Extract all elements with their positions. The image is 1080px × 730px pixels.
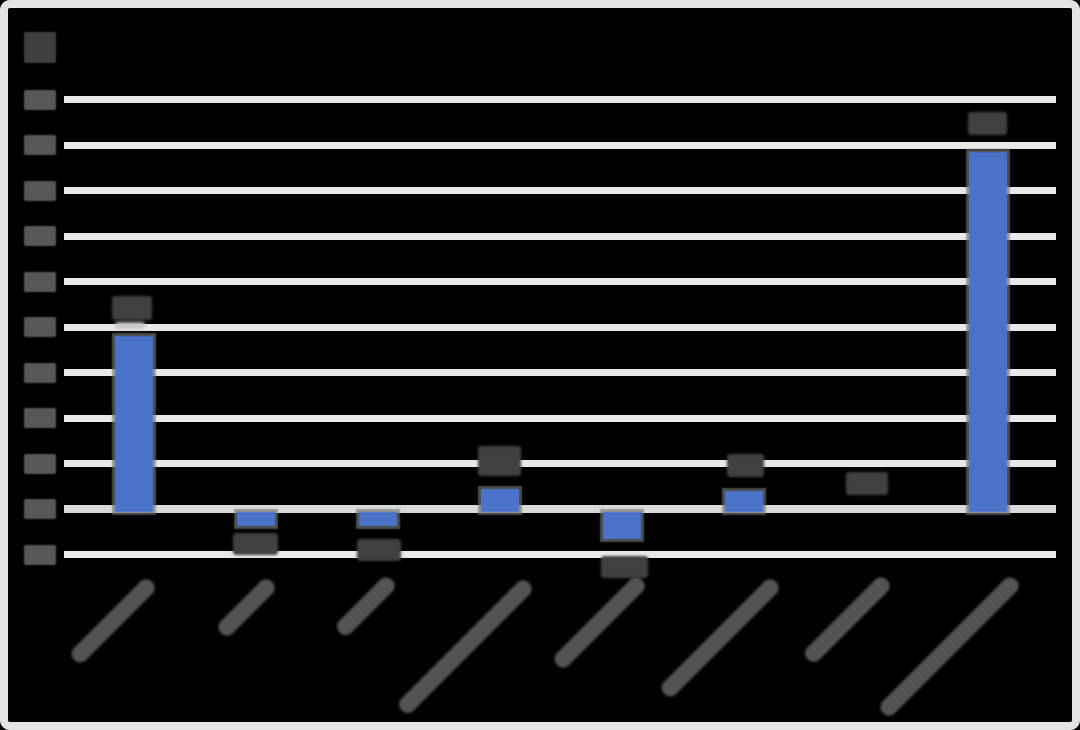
x-category-label-redacted [551, 574, 649, 671]
x-category-label-redacted [68, 576, 159, 666]
y-tick-label-redacted [24, 271, 56, 292]
gridline [64, 96, 1056, 103]
gridline [64, 278, 1056, 285]
bar-data-label-redacted [478, 446, 521, 476]
y-tick-label-redacted [24, 226, 56, 246]
x-category-label-redacted [333, 574, 399, 639]
bar [725, 490, 763, 512]
y-tick-label-redacted [24, 317, 56, 337]
x-category-label-redacted [215, 576, 279, 639]
y-tick-label-redacted [24, 89, 56, 110]
gridline [64, 551, 1056, 558]
y-tick-label-redacted [24, 180, 56, 201]
bar-data-label-redacted [727, 454, 764, 477]
bar [115, 336, 153, 512]
x-category-label-redacted [877, 574, 1023, 719]
y-tick-label-redacted [24, 408, 56, 428]
x-category-label-redacted [801, 574, 894, 666]
gridline [64, 460, 1056, 467]
bar-data-label-redacted [601, 556, 648, 578]
bar-data-label-ghost [115, 322, 145, 329]
bar-data-label-redacted [968, 112, 1007, 135]
bar-data-label-redacted [112, 296, 152, 320]
bar-data-label-redacted [846, 472, 888, 495]
bar [481, 488, 519, 512]
y-tick-label-redacted [24, 135, 56, 155]
gridline [64, 369, 1056, 376]
y-tick-label-redacted [24, 499, 56, 519]
x-category-label-redacted [395, 577, 536, 717]
bar [969, 151, 1007, 512]
y-axis-title-redacted [24, 32, 56, 63]
bar-data-label-redacted [357, 539, 401, 561]
gridline [64, 323, 1056, 331]
gridline [64, 187, 1056, 194]
y-tick-label-redacted [24, 544, 56, 565]
gridline [64, 141, 1056, 149]
bar [237, 512, 275, 526]
gridline [64, 414, 1056, 422]
bar-data-label-redacted [233, 533, 278, 555]
bar [359, 512, 397, 526]
y-tick-label-redacted [24, 362, 56, 383]
zero-gridline [64, 505, 1056, 513]
gridline [64, 232, 1056, 240]
bar [603, 512, 641, 540]
x-category-label-redacted [658, 576, 783, 700]
y-tick-label-redacted [24, 453, 56, 474]
